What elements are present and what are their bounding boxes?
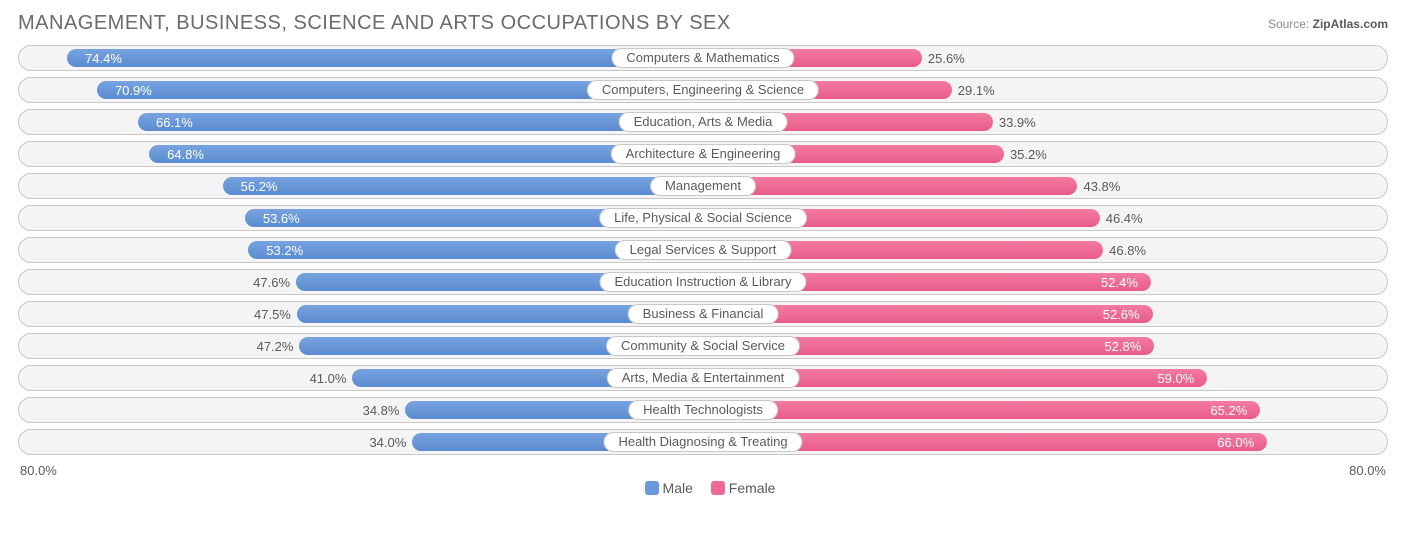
male-pct-label: 70.9% — [115, 78, 152, 104]
male-pct-label: 56.2% — [241, 174, 278, 200]
male-pct-label: 47.5% — [254, 302, 291, 328]
category-label: Computers, Engineering & Science — [587, 80, 819, 100]
category-label: Education, Arts & Media — [619, 112, 788, 132]
female-pct-label: 52.4% — [1101, 270, 1138, 296]
chart-row: 74.4% 25.6% Computers & Mathematics — [18, 45, 1388, 71]
source-name: ZipAtlas.com — [1313, 17, 1388, 31]
category-label: Computers & Mathematics — [611, 48, 794, 68]
axis-right-label: 80.0% — [1349, 463, 1386, 478]
chart-row: 41.0% 59.0% Arts, Media & Entertainment — [18, 365, 1388, 391]
x-axis: 80.0% 80.0% — [18, 461, 1388, 478]
female-pct-label: 59.0% — [1157, 366, 1194, 392]
female-bar — [703, 177, 1077, 195]
chart-row: 47.6% 52.4% Education Instruction & Librar… — [18, 269, 1388, 295]
male-pct-label: 47.6% — [253, 270, 290, 296]
male-bar — [67, 49, 703, 67]
legend-male: Male — [663, 480, 693, 496]
male-pct-label: 66.1% — [156, 110, 193, 136]
source-prefix: Source: — [1268, 17, 1313, 31]
male-pct-label: 53.6% — [263, 206, 300, 232]
category-label: Arts, Media & Entertainment — [607, 368, 800, 388]
male-bar — [223, 177, 704, 195]
female-bar — [703, 401, 1260, 419]
female-pct-label: 52.8% — [1104, 334, 1141, 360]
male-swatch-icon — [645, 481, 659, 495]
female-pct-label: 66.0% — [1217, 430, 1254, 456]
axis-left-label: 80.0% — [20, 463, 57, 478]
category-label: Health Technologists — [628, 400, 778, 420]
chart-rows: 74.4% 25.6% Computers & Mathematics 70.9% 29… — [18, 45, 1388, 455]
chart-row: 66.1% 33.9% Education, Arts & Media — [18, 109, 1388, 135]
male-pct-label: 53.2% — [266, 238, 303, 264]
category-label: Legal Services & Support — [615, 240, 792, 260]
female-pct-label: 33.9% — [999, 110, 1036, 136]
category-label: Business & Financial — [628, 304, 779, 324]
female-pct-label: 46.4% — [1106, 206, 1143, 232]
category-label: Management — [650, 176, 756, 196]
male-pct-label: 47.2% — [257, 334, 294, 360]
chart-row: 53.2% 46.8% Legal Services & Support — [18, 237, 1388, 263]
female-pct-label: 25.6% — [928, 46, 965, 72]
chart-row: 70.9% 29.1% Computers, Engineering & Scien… — [18, 77, 1388, 103]
chart-row: 47.2% 52.8% Community & Social Service — [18, 333, 1388, 359]
chart-row: 34.8% 65.2% Health Technologists — [18, 397, 1388, 423]
male-pct-label: 41.0% — [310, 366, 347, 392]
male-pct-label: 34.0% — [369, 430, 406, 456]
female-pct-label: 35.2% — [1010, 142, 1047, 168]
chart-row: 56.2% 43.8% Management — [18, 173, 1388, 199]
category-label: Architecture & Engineering — [611, 144, 796, 164]
category-label: Health Diagnosing & Treating — [603, 432, 802, 452]
female-pct-label: 43.8% — [1083, 174, 1120, 200]
chart-source: Source: ZipAtlas.com — [1268, 17, 1388, 31]
chart-row: 47.5% 52.6% Business & Financial — [18, 301, 1388, 327]
chart-title: MANAGEMENT, BUSINESS, SCIENCE AND ARTS O… — [18, 12, 731, 35]
chart-row: 64.8% 35.2% Architecture & Engineering — [18, 141, 1388, 167]
female-pct-label: 65.2% — [1210, 398, 1247, 424]
chart-row: 34.0% 66.0% Health Diagnosing & Treating — [18, 429, 1388, 455]
male-pct-label: 34.8% — [363, 398, 400, 424]
female-swatch-icon — [711, 481, 725, 495]
category-label: Community & Social Service — [606, 336, 800, 356]
chart-row: 53.6% 46.4% Life, Physical & Social Scienc… — [18, 205, 1388, 231]
legend: Male Female — [18, 480, 1388, 496]
category-label: Education Instruction & Library — [599, 272, 806, 292]
diverging-bar-chart: MANAGEMENT, BUSINESS, SCIENCE AND ARTS O… — [0, 0, 1406, 502]
male-pct-label: 74.4% — [85, 46, 122, 72]
female-pct-label: 29.1% — [958, 78, 995, 104]
female-pct-label: 52.6% — [1103, 302, 1140, 328]
category-label: Life, Physical & Social Science — [599, 208, 807, 228]
chart-header: MANAGEMENT, BUSINESS, SCIENCE AND ARTS O… — [18, 12, 1388, 35]
legend-female: Female — [729, 480, 776, 496]
male-pct-label: 64.8% — [167, 142, 204, 168]
female-pct-label: 46.8% — [1109, 238, 1146, 264]
